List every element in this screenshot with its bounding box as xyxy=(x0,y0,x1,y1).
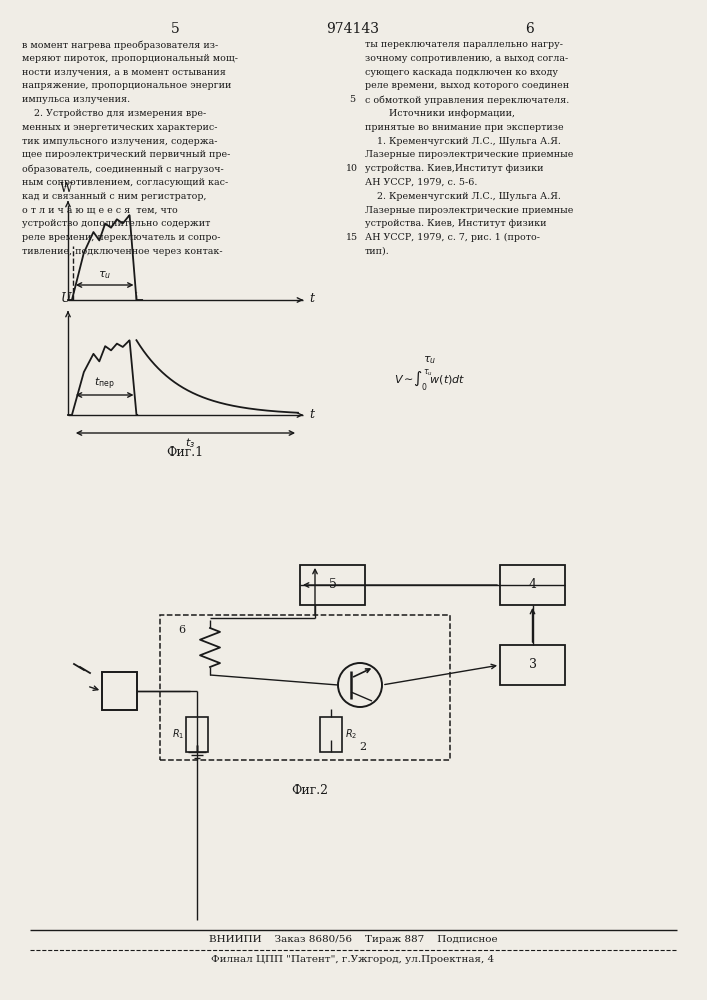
Bar xyxy=(320,717,342,752)
Text: $V{\sim}\!\int_0^{\tau_u}\!w(t)dt$: $V{\sim}\!\int_0^{\tau_u}\!w(t)dt$ xyxy=(395,367,466,393)
Text: АН УССР, 1979, с. 7, рис. 1 (прото-: АН УССР, 1979, с. 7, рис. 1 (прото- xyxy=(365,233,540,242)
Text: реле времени, переключатель и сопро-: реле времени, переключатель и сопро- xyxy=(22,233,221,242)
Text: $\tau_u$: $\tau_u$ xyxy=(423,354,437,366)
Text: сующего каскада подключен ко входу: сующего каскада подключен ко входу xyxy=(365,68,558,77)
Text: 6: 6 xyxy=(178,625,185,635)
Text: 6: 6 xyxy=(525,22,534,36)
Text: реле времени, выход которого соединен: реле времени, выход которого соединен xyxy=(365,81,569,90)
Text: U: U xyxy=(61,292,71,305)
Text: напряжение, пропорциональное энергии: напряжение, пропорциональное энергии xyxy=(22,81,231,90)
Bar xyxy=(500,645,565,685)
Text: устройства. Киев,Институт физики: устройства. Киев,Институт физики xyxy=(365,164,544,173)
Text: $\tau_u$: $\tau_u$ xyxy=(98,269,111,281)
Text: меряют пироток, пропорциональный мощ-: меряют пироток, пропорциональный мощ- xyxy=(22,54,238,63)
Text: $R_1$: $R_1$ xyxy=(172,728,184,741)
Text: тип).: тип). xyxy=(365,247,390,256)
Text: t: t xyxy=(309,408,314,420)
Text: 1. Кременчугский Л.С., Шульга А.Я.: 1. Кременчугский Л.С., Шульга А.Я. xyxy=(365,137,561,146)
Text: АН УССР, 1979, с. 5-6.: АН УССР, 1979, с. 5-6. xyxy=(365,178,477,187)
Bar xyxy=(500,565,565,605)
Text: устройство дополнительно содержит: устройство дополнительно содержит xyxy=(22,219,211,228)
Text: образователь, соединенный с нагрузоч-: образователь, соединенный с нагрузоч- xyxy=(22,164,223,174)
Text: устройства. Киев, Институт физики: устройства. Киев, Институт физики xyxy=(365,219,547,228)
Text: $t_{\sf пер}$: $t_{\sf пер}$ xyxy=(94,376,115,392)
Text: 5: 5 xyxy=(349,95,355,104)
Text: ВНИИПИ    Заказ 8680/56    Тираж 887    Подписное: ВНИИПИ Заказ 8680/56 Тираж 887 Подписное xyxy=(209,935,497,944)
Text: ным сопротивлением, согласующий кас-: ным сопротивлением, согласующий кас- xyxy=(22,178,228,187)
Bar xyxy=(160,615,450,760)
Text: t: t xyxy=(309,292,314,306)
Text: Фиг.2: Фиг.2 xyxy=(291,784,329,796)
Text: Источники информации,: Источники информации, xyxy=(365,109,515,118)
Bar xyxy=(186,717,208,752)
Bar xyxy=(300,565,365,605)
Text: $t_з$: $t_з$ xyxy=(185,436,196,450)
Text: W: W xyxy=(59,182,72,195)
Text: зочному сопротивлению, а выход согла-: зочному сопротивлению, а выход согла- xyxy=(365,54,568,63)
Text: Филнал ЦПП "Патент", г.Ужгород, ул.Проектная, 4: Филнал ЦПП "Патент", г.Ужгород, ул.Проек… xyxy=(211,955,495,964)
Text: Лазерные пироэлектрические приемные: Лазерные пироэлектрические приемные xyxy=(365,150,573,159)
Text: менных и энергетических характерис-: менных и энергетических характерис- xyxy=(22,123,218,132)
Text: тик импульсного излучения, содержа-: тик импульсного излучения, содержа- xyxy=(22,137,218,146)
Text: 2: 2 xyxy=(359,742,366,752)
Text: $R_2$: $R_2$ xyxy=(345,728,357,741)
Text: 974143: 974143 xyxy=(327,22,380,36)
Text: 15: 15 xyxy=(346,233,358,242)
Bar xyxy=(102,672,137,710)
Text: Фиг.1: Фиг.1 xyxy=(166,446,204,460)
Text: 10: 10 xyxy=(346,164,358,173)
Text: импульса излучения.: импульса излучения. xyxy=(22,95,130,104)
Text: 2. Устройство для измерения вре-: 2. Устройство для измерения вре- xyxy=(22,109,206,118)
Text: 5: 5 xyxy=(170,22,180,36)
Text: ты переключателя параллельно нагру-: ты переключателя параллельно нагру- xyxy=(365,40,563,49)
Text: Лазерные пироэлектрические приемные: Лазерные пироэлектрические приемные xyxy=(365,206,573,215)
Text: кад и связанный с ним регистратор,: кад и связанный с ним регистратор, xyxy=(22,192,206,201)
Text: с обмоткой управления переключателя.: с обмоткой управления переключателя. xyxy=(365,95,569,105)
Text: 3: 3 xyxy=(529,658,537,672)
Text: щее пироэлектрический первичный пре-: щее пироэлектрический первичный пре- xyxy=(22,150,230,159)
Text: 4: 4 xyxy=(529,578,537,591)
Text: тивление, подключенное через контак-: тивление, подключенное через контак- xyxy=(22,247,223,256)
Text: принятые во внимание при экспертизе: принятые во внимание при экспертизе xyxy=(365,123,563,132)
Text: 2. Кременчугский Л.С., Шульга А.Я.: 2. Кременчугский Л.С., Шульга А.Я. xyxy=(365,192,561,201)
Text: о т л и ч а ю щ е е с я  тем, что: о т л и ч а ю щ е е с я тем, что xyxy=(22,206,177,215)
Text: ности излучения, а в момент остывания: ности излучения, а в момент остывания xyxy=(22,68,226,77)
Text: в момент нагрева преобразователя из-: в момент нагрева преобразователя из- xyxy=(22,40,218,49)
Text: 5: 5 xyxy=(329,578,337,591)
